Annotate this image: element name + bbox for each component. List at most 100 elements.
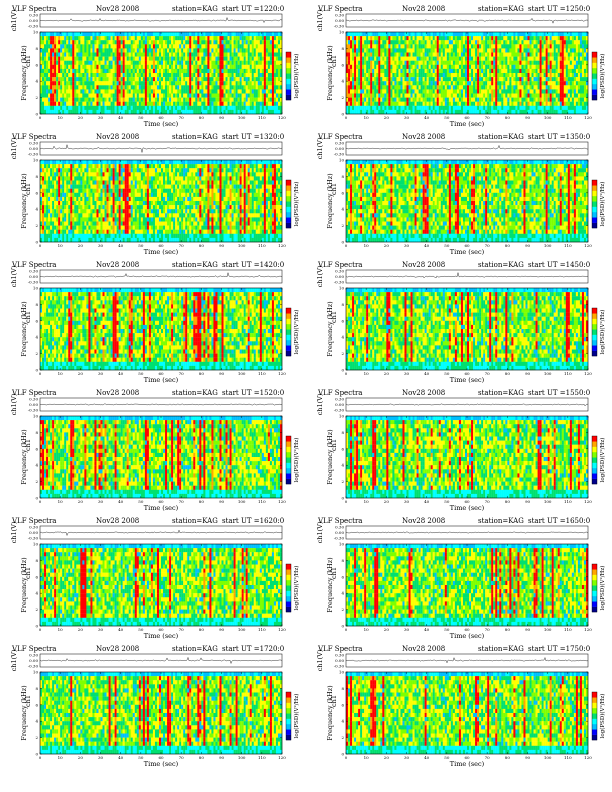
spectrogram-cell bbox=[547, 89, 550, 94]
spectrogram-cell bbox=[571, 73, 575, 78]
spectrogram-cell bbox=[481, 93, 484, 98]
spectrogram-cell bbox=[150, 40, 154, 45]
spectrogram-cell bbox=[271, 89, 275, 94]
spectrogram-cell bbox=[58, 97, 61, 102]
spectrogram-cell bbox=[44, 56, 47, 61]
spectrogram-cell bbox=[134, 56, 137, 61]
spectrogram-cell bbox=[352, 32, 355, 37]
spectrogram-cell bbox=[370, 97, 373, 102]
spectrogram-cell bbox=[493, 68, 496, 74]
spectrogram-cell bbox=[132, 93, 135, 98]
spectrogram-cell bbox=[436, 93, 439, 98]
spectrogram-cell bbox=[265, 44, 269, 49]
spectrogram-cell bbox=[384, 109, 387, 115]
spectrogram-cell bbox=[259, 97, 262, 102]
spectrogram-cell bbox=[358, 40, 361, 45]
spectrogram-cell bbox=[370, 44, 373, 49]
spectrogram-cell bbox=[86, 77, 89, 82]
spectrogram-cell bbox=[426, 64, 429, 70]
spectrogram-cell bbox=[430, 44, 433, 49]
spectrogram-cell bbox=[569, 97, 573, 102]
spectrogram-cell bbox=[90, 73, 93, 78]
spectrogram-cell bbox=[124, 32, 127, 37]
spectrogram-cell bbox=[386, 105, 389, 111]
spectrogram-cell bbox=[382, 32, 385, 37]
spectrogram-cell bbox=[539, 64, 542, 70]
spectrogram-cell bbox=[277, 89, 281, 94]
spectrogram-cell bbox=[575, 109, 579, 115]
spectrogram-cell bbox=[499, 89, 502, 94]
spectrogram-cell bbox=[86, 109, 89, 115]
spectrogram-cell bbox=[50, 32, 53, 37]
spectrogram-cell bbox=[42, 77, 45, 82]
spectrogram-cell bbox=[50, 48, 53, 53]
spectrogram-cell bbox=[167, 77, 170, 82]
spectrogram-cell bbox=[273, 32, 277, 37]
spectrogram-cell bbox=[519, 93, 522, 98]
spectrogram-cell bbox=[243, 105, 246, 111]
spectrogram-cell bbox=[205, 105, 208, 111]
spectrogram-cell bbox=[382, 109, 385, 115]
spectrogram-cell bbox=[464, 56, 468, 61]
spectrogram-cell bbox=[513, 101, 516, 106]
spectrogram-cell bbox=[420, 97, 423, 102]
spectrogram-cell bbox=[80, 73, 83, 78]
spectrogram-cell bbox=[414, 105, 417, 111]
spectrogram-cell bbox=[495, 52, 498, 57]
spectrogram-cell bbox=[46, 160, 49, 165]
spectrogram-cell bbox=[233, 56, 236, 61]
spectrogram-cell bbox=[259, 40, 262, 45]
spectrogram-cell bbox=[173, 93, 176, 98]
spectrogram-cell bbox=[169, 60, 172, 65]
spectrogram-cell bbox=[98, 81, 101, 86]
spectrogram-cell bbox=[414, 101, 417, 106]
spectrogram-cell bbox=[438, 73, 441, 78]
spectrogram-cell bbox=[62, 73, 65, 78]
spectrogram-cell bbox=[229, 73, 232, 78]
spectrogram-cell bbox=[499, 52, 502, 57]
spectrogram-cell bbox=[495, 60, 498, 65]
spectrogram-cell bbox=[384, 56, 387, 61]
spectrogram-cell bbox=[535, 93, 538, 98]
spectrogram-cell bbox=[98, 52, 101, 57]
spectrogram-cell bbox=[167, 48, 170, 53]
spectrogram-cell bbox=[239, 93, 242, 98]
spectrogram-cell bbox=[507, 109, 510, 115]
spectrogram-cell bbox=[213, 97, 216, 102]
spectrogram-cell bbox=[372, 52, 375, 57]
spectrogram-cell bbox=[56, 97, 59, 102]
spectrogram-cell bbox=[575, 101, 579, 106]
spectrogram-cell bbox=[551, 77, 554, 82]
spectrogram-cell bbox=[245, 77, 248, 82]
spectrogram-cell bbox=[354, 73, 357, 78]
spectrogram-cell bbox=[175, 97, 178, 102]
spectrogram-cell bbox=[58, 101, 61, 106]
signal-axis-label: ch1(V) bbox=[316, 9, 324, 31]
spectrogram-cell bbox=[493, 40, 496, 45]
spectrogram-cell bbox=[126, 64, 129, 70]
spectrogram-cell bbox=[54, 81, 57, 86]
spectrogram-cell bbox=[392, 44, 395, 49]
spectrogram-cell bbox=[96, 101, 99, 106]
spectrogram-cell bbox=[80, 77, 83, 82]
spectrogram-cell bbox=[376, 73, 379, 78]
spectrogram-cell bbox=[489, 56, 492, 61]
spectrogram-cell bbox=[169, 44, 172, 49]
spectrogram-cell bbox=[406, 105, 409, 111]
spectrogram-cell bbox=[467, 48, 470, 53]
spectrogram-panel: VLF Spectra Nov28 2008 station=KAG start UT… bbox=[308, 4, 608, 132]
spectrogram-cell bbox=[217, 101, 220, 106]
spectrogram-cell bbox=[195, 93, 198, 98]
spectrogram-cell bbox=[479, 105, 482, 111]
spectrogram-cell bbox=[215, 81, 218, 86]
spectrogram-cell bbox=[541, 109, 544, 115]
spectrogram-cell bbox=[559, 85, 562, 90]
spectrogram-cell bbox=[495, 73, 498, 78]
spectrogram-cell bbox=[406, 56, 409, 61]
spectrogram-cell bbox=[581, 109, 585, 115]
spectrogram-cell bbox=[398, 73, 401, 78]
spectrogram-cell bbox=[251, 56, 254, 61]
spectrogram-cell bbox=[42, 109, 45, 115]
spectrogram-cell bbox=[428, 109, 431, 115]
spectrogram-cell bbox=[62, 52, 65, 57]
